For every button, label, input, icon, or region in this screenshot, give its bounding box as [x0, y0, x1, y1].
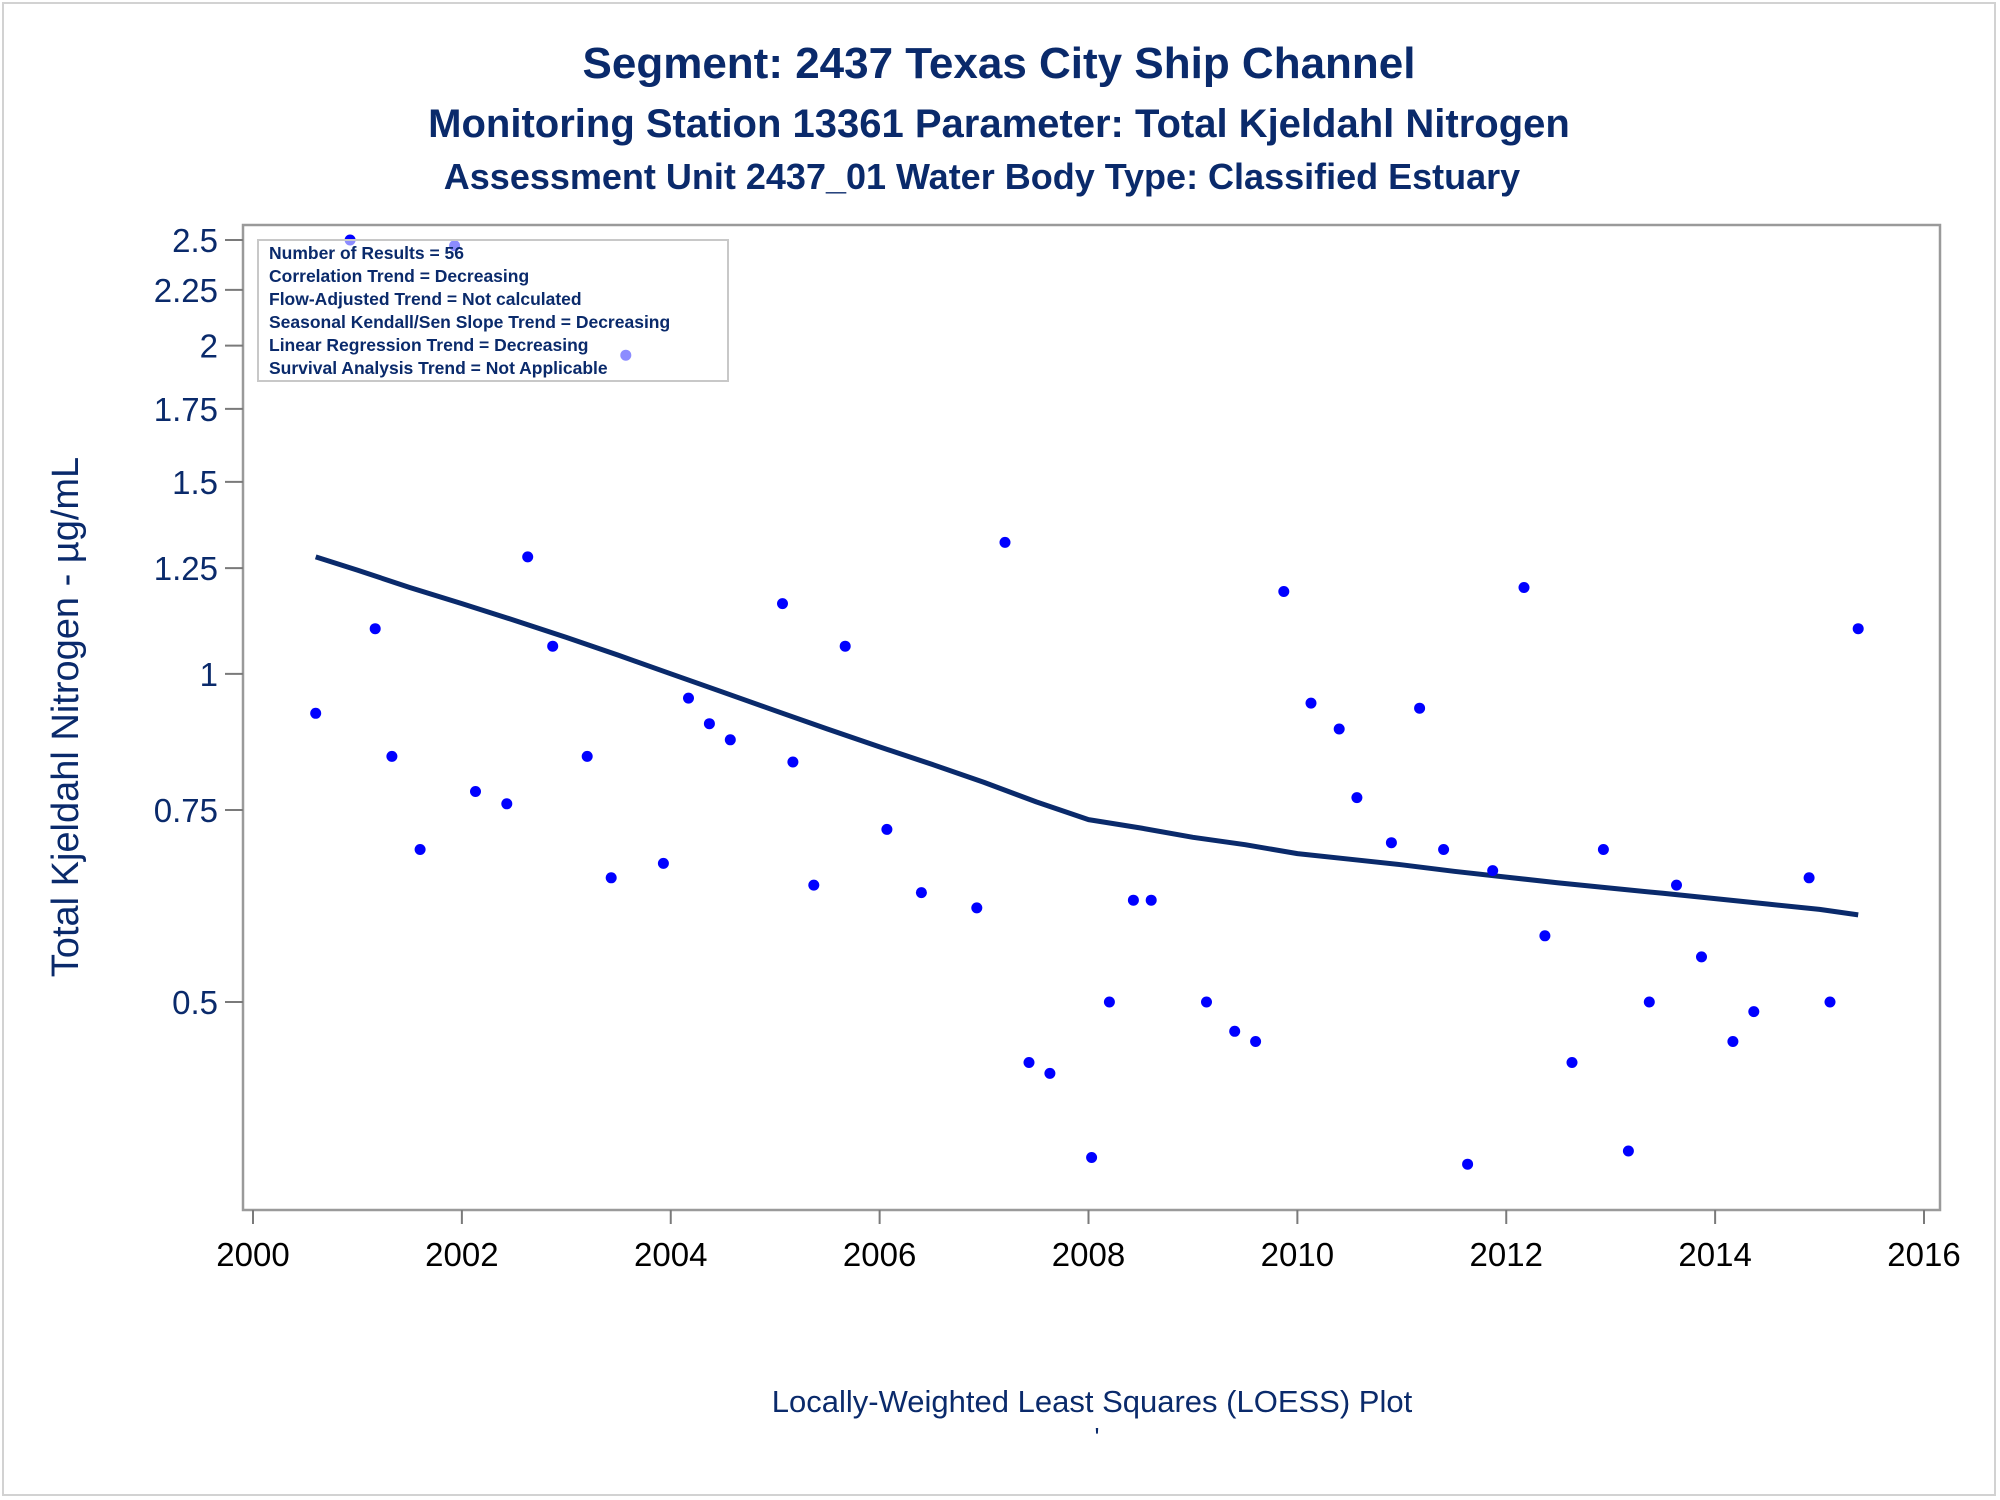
chart-title: Segment: 2437 Texas City Ship Channel [583, 39, 1416, 88]
data-point [1023, 1057, 1035, 1068]
loess-line [314, 554, 1859, 918]
x-tick-label: 2014 [1678, 1236, 1751, 1273]
plot-area [241, 223, 1942, 1212]
stats-line-survival: Survival Analysis Trend = Not Applicable [269, 358, 608, 378]
y-tick-label: 1.5 [172, 464, 218, 501]
data-point [808, 879, 820, 891]
chart-subtitle: Monitoring Station 13361 Parameter: Tota… [428, 102, 1570, 146]
stats-line-flow-adjusted: Flow-Adjusted Trend = Not calculated [269, 289, 582, 309]
y-axis: 0.5 0.75 1 1.25 1.5 1.75 2 2.25 2.5 [154, 222, 243, 1021]
data-point [470, 786, 481, 797]
y-tick-label: 1.75 [154, 391, 218, 428]
data-point [1385, 837, 1397, 849]
data-point [1103, 996, 1115, 1008]
data-point [1671, 879, 1682, 891]
y-tick-label: 2.5 [172, 222, 218, 259]
chart-subtitle-2: Assessment Unit 2437_01 Water Body Type:… [444, 156, 1520, 197]
data-point [501, 798, 513, 810]
x-tick-label: 2006 [843, 1236, 916, 1273]
data-point [1250, 1036, 1262, 1047]
y-tick-label: 2.25 [154, 272, 218, 309]
data-point [839, 640, 851, 652]
stats-line-results: Number of Results = 56 [269, 243, 464, 263]
data-point [1351, 792, 1363, 804]
data-point [1305, 697, 1317, 709]
data-point [1518, 582, 1530, 593]
data-point [1643, 996, 1655, 1008]
data-point [1414, 702, 1426, 714]
stats-line-seasonal-kendall: Seasonal Kendall/Sen Slope Trend = Decre… [269, 312, 670, 332]
data-point [915, 887, 927, 899]
data-point [787, 756, 799, 768]
data-point [310, 707, 322, 719]
y-axis-label: Total Kjeldahl Nitrogen - µg/mL [45, 457, 87, 977]
y-tick-label: 1.25 [154, 550, 218, 587]
data-point [724, 734, 736, 746]
data-point [1201, 996, 1212, 1008]
data-point [1597, 844, 1609, 855]
data-point [1278, 586, 1290, 597]
data-point [547, 640, 559, 652]
data-point [369, 623, 381, 635]
data-point [605, 872, 617, 884]
data-point [1145, 894, 1157, 906]
y-tick-label: 0.75 [154, 792, 218, 829]
x-axis-label: Locally-Weighted Least Squares (LOESS) P… [772, 1384, 1413, 1419]
stats-line-correlation: Correlation Trend = Decreasing [269, 266, 529, 286]
data-point [1824, 996, 1836, 1008]
data-point [971, 902, 983, 914]
data-point [999, 536, 1011, 548]
data-point [1086, 1152, 1098, 1163]
data-point [1487, 865, 1499, 877]
data-point [1727, 1036, 1739, 1047]
stats-box-border [257, 239, 729, 382]
data-point [386, 750, 398, 762]
y-tick-label: 1 [200, 656, 218, 693]
stats-box: Number of Results = 56 Correlation Trend… [257, 239, 729, 382]
data-point [1566, 1057, 1578, 1068]
data-point [1333, 723, 1345, 735]
data-point [1438, 844, 1450, 855]
data-point [1539, 930, 1551, 942]
data-points [310, 234, 1864, 1170]
data-point [1803, 872, 1815, 884]
x-tick-label: 2010 [1261, 1236, 1334, 1273]
data-point [1748, 1006, 1760, 1018]
footnote: ' [1095, 1422, 1100, 1452]
data-point [657, 857, 669, 869]
x-tick-label: 2008 [1052, 1236, 1125, 1273]
data-point [1462, 1158, 1474, 1170]
data-point [581, 750, 593, 762]
x-axis: 2000 2002 2004 2006 2008 2010 2012 2014 2016 [216, 1210, 1961, 1273]
data-point [1044, 1067, 1056, 1079]
data-point [414, 844, 426, 855]
x-tick-label: 2016 [1887, 1236, 1960, 1273]
x-tick-label: 2002 [425, 1236, 498, 1273]
x-tick-label: 2004 [634, 1236, 707, 1273]
data-point [1127, 894, 1139, 906]
data-point [522, 551, 534, 563]
data-point [777, 598, 788, 610]
data-point [1229, 1025, 1241, 1037]
stats-line-linear-regression: Linear Regression Trend = Decreasing [269, 335, 589, 355]
y-tick-label: 2 [200, 328, 218, 365]
data-point [1852, 623, 1864, 635]
x-tick-label: 2000 [216, 1236, 289, 1273]
data-point [683, 692, 694, 704]
data-point [881, 823, 893, 835]
y-tick-label: 0.5 [172, 984, 218, 1021]
data-point [1622, 1145, 1634, 1157]
x-tick-label: 2012 [1470, 1236, 1543, 1273]
data-point [703, 718, 715, 730]
data-point [1696, 951, 1707, 963]
